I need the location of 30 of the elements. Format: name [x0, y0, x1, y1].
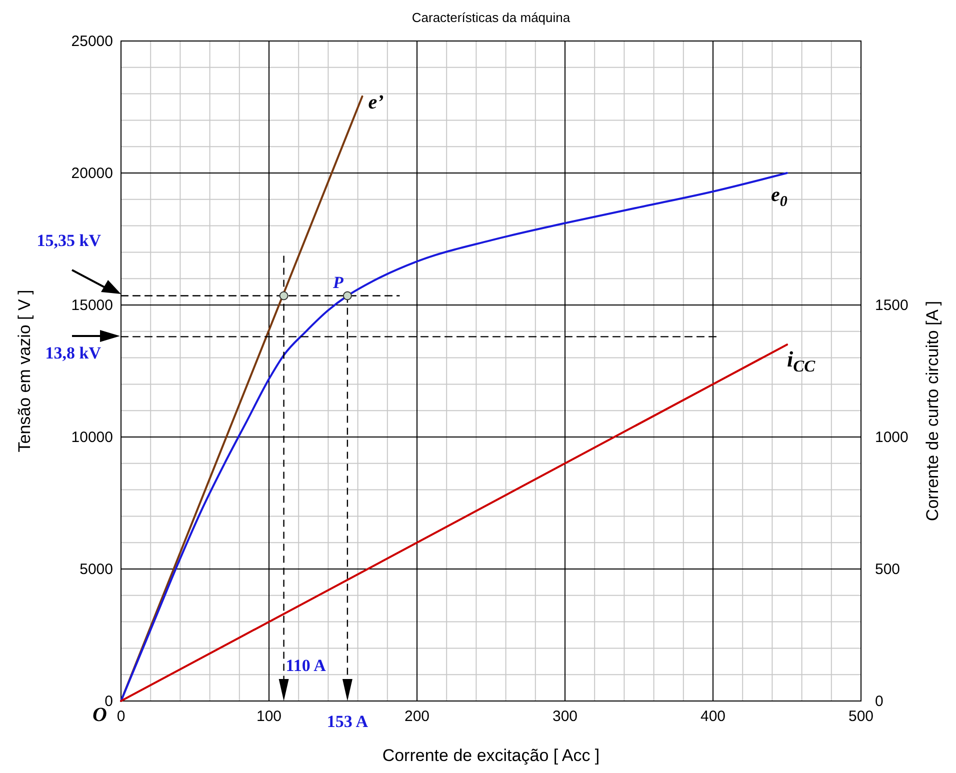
- y-tick-label: 25000: [71, 33, 113, 50]
- x-tick-label: 400: [700, 708, 726, 725]
- y2-tick-label: 0: [875, 693, 884, 710]
- y-tick-label: 20000: [71, 165, 113, 182]
- annotation: 15,35 kV: [36, 230, 102, 250]
- x-tick-label: 100: [256, 708, 282, 725]
- chart-title: Características da máquina: [412, 10, 571, 25]
- y-tick-label: 10000: [71, 429, 113, 446]
- annotation: 110 A: [286, 656, 327, 675]
- annotation: e$_{0}$: [771, 184, 788, 210]
- text: 153 A: [326, 712, 369, 731]
- y2-tick-label: 1500: [875, 297, 908, 314]
- annotation: O: [92, 704, 107, 726]
- x-tick-label: 0: [116, 708, 126, 725]
- y2-tick-label: 1000: [875, 429, 908, 446]
- y-tick-label: 5000: [80, 561, 113, 578]
- x-axis-title: Corrente de excitação [ Acc ]: [382, 746, 600, 765]
- y-tick-label: 15000: [71, 297, 113, 314]
- y-axis-title: Tensão em vazio [ V ]: [15, 290, 34, 452]
- y2-axis-title: Corrente de curto circuito [A ]: [923, 300, 942, 522]
- annotation: P: [332, 272, 344, 292]
- x-tick-label: 300: [552, 708, 578, 725]
- annotation: e’: [368, 91, 384, 114]
- x-tick-label: 500: [848, 708, 874, 725]
- x-tick-label: 200: [404, 708, 430, 725]
- y2-tick-label: 500: [875, 561, 900, 578]
- annotation: 13,8 kV: [45, 344, 102, 363]
- y-tick-label: 0: [104, 693, 113, 710]
- annotation: i$_{CC}$: [787, 346, 816, 376]
- line-series: [120, 172, 788, 702]
